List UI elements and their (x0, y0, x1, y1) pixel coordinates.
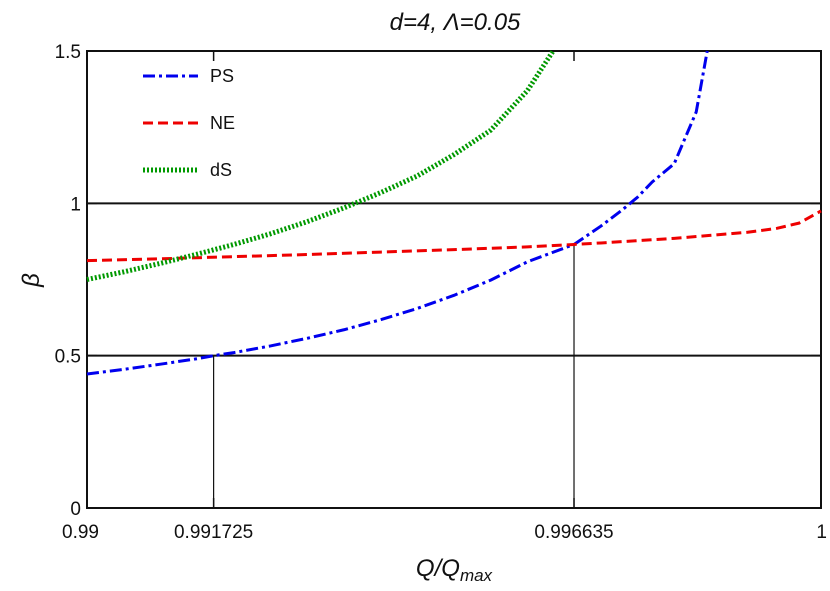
y-tick-label: 0.5 (55, 347, 81, 368)
chart-title: d=4, Λ=0.05 (390, 9, 521, 36)
x-axis-label-main: Q/Q (416, 555, 460, 582)
y-tick-label: 0 (70, 499, 81, 520)
x-tick-label: 0.99 (62, 522, 99, 543)
y-tick-label: 1 (70, 194, 81, 215)
legend: PS NE dS (143, 66, 235, 180)
x-axis-label: Q/Qmax (416, 555, 493, 585)
series-line-ps (86, 50, 709, 376)
x-tick-label: 0.991725 (174, 522, 253, 543)
tick-layer: 0 0.5 1 1.5 0.99 0.991725 0.996635 1 (55, 42, 827, 543)
plot-frame (86, 50, 822, 509)
y-axis-label: β (18, 273, 45, 288)
legend-label-ne: NE (210, 113, 235, 133)
x-axis-label-subscript: max (460, 566, 493, 585)
legend-label-ds: dS (210, 160, 232, 180)
x-tick-label: 0.996635 (534, 522, 613, 543)
legend-label-ps: PS (210, 66, 234, 86)
series-layer (86, 49, 822, 376)
y-tick-label: 1.5 (55, 42, 81, 63)
x-tick-label: 1 (816, 522, 827, 543)
series-line-ne (86, 209, 822, 263)
series-line-ds (86, 49, 556, 282)
